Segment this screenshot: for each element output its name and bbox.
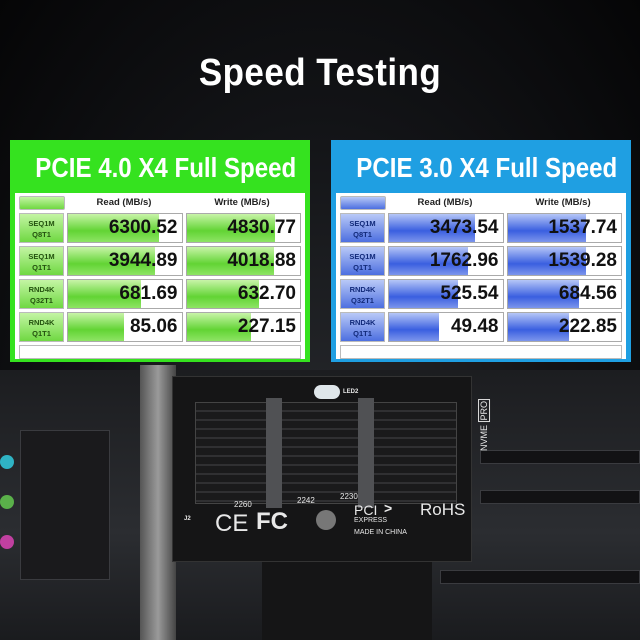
read-bar <box>68 313 124 341</box>
edge-connector <box>262 560 432 640</box>
read-bar <box>68 247 156 275</box>
read-bar <box>68 280 141 308</box>
write-value: 4018.88 <box>227 250 296 271</box>
read-bar <box>389 214 476 242</box>
table-row: SEQ1M Q1T1 1762.96 1539.28 <box>340 246 622 276</box>
read-value: 525.54 <box>440 283 499 304</box>
read-value: 681.69 <box>119 283 178 304</box>
ce-logo: CE <box>215 510 249 537</box>
results-table: Read (MB/s) Write (MB/s) SEQ1M Q8T1 3473.5… <box>336 193 626 359</box>
write-value: 4830.77 <box>227 217 296 238</box>
test-label: RND4K Q1T1 <box>19 312 64 342</box>
table-row: SEQ1M Q8T1 3473.54 1537.74 <box>340 213 622 243</box>
read-bar <box>68 214 159 242</box>
express-label: EXPRESS <box>354 517 388 524</box>
write-header: Write (MB/s) <box>214 197 270 208</box>
test-label: RND4K Q32T1 <box>19 279 64 309</box>
test-label: SEQ1M Q8T1 <box>19 213 64 243</box>
size-2230: 2230 <box>340 492 358 501</box>
capacitor <box>316 510 336 530</box>
led <box>314 385 340 399</box>
read-bar <box>389 280 459 308</box>
write-cell: 1537.74 <box>506 213 622 243</box>
heatsink-strap <box>358 398 374 508</box>
table-row: RND4K Q32T1 525.54 684.56 <box>340 279 622 309</box>
read-cell: 681.69 <box>67 279 183 309</box>
nvme-label: NVME PRO <box>478 398 491 452</box>
pci-arrow-icon: > <box>384 500 393 516</box>
pcie4-benchmark-panel: PCIE 4.0 X4 Full Speed Read (MB/s) Write … <box>10 140 310 362</box>
read-cell: 1762.96 <box>388 246 504 276</box>
read-value: 6300.52 <box>108 217 178 238</box>
table-row: SEQ1M Q8T1 6300.52 4830.77 <box>19 213 301 243</box>
table-row: SEQ1M Q1T1 3944.89 4018.88 <box>19 246 301 276</box>
write-cell: 4018.88 <box>185 246 301 276</box>
page-title: Speed Testing <box>198 52 442 94</box>
results-table: Read (MB/s) Write (MB/s) SEQ1M Q8T1 6300.5… <box>15 193 305 359</box>
write-bar <box>186 280 260 308</box>
rohs-logo: RoHS <box>420 500 466 519</box>
write-value: 632.70 <box>237 283 296 304</box>
write-cell: 227.15 <box>185 312 301 342</box>
table-row: RND4K Q1T1 85.06 227.15 <box>19 312 301 342</box>
panel-heading: PCIE 3.0 X4 Full Speed <box>356 152 618 183</box>
read-cell: 85.06 <box>67 312 183 342</box>
read-value: 85.06 <box>129 316 178 337</box>
test-label: SEQ1M Q8T1 <box>340 213 385 243</box>
read-cell: 49.48 <box>388 312 504 342</box>
test-label: RND4K Q32T1 <box>340 279 385 309</box>
read-bar <box>389 313 439 341</box>
pcie-bracket <box>140 365 176 640</box>
led-label: LED2 <box>343 389 359 395</box>
read-header: Read (MB/s) <box>96 197 152 208</box>
write-cell: 684.56 <box>506 279 622 309</box>
write-bar <box>186 247 274 275</box>
j2-label: J2 <box>184 516 191 522</box>
write-cell: 222.85 <box>506 312 622 342</box>
made-in-china: MADE IN CHINA <box>354 529 407 536</box>
write-bar <box>186 313 252 341</box>
size-2242: 2242 <box>297 496 315 505</box>
write-cell: 1539.28 <box>506 246 622 276</box>
test-label: RND4K Q1T1 <box>340 312 385 342</box>
read-cell: 525.54 <box>388 279 504 309</box>
write-bar <box>186 214 276 242</box>
read-value: 3473.54 <box>429 217 499 238</box>
panel-heading: PCIE 4.0 X4 Full Speed <box>35 152 297 183</box>
write-value: 684.56 <box>558 283 617 304</box>
read-value: 49.48 <box>450 316 499 337</box>
table-row: RND4K Q32T1 681.69 632.70 <box>19 279 301 309</box>
write-value: 1537.74 <box>548 217 617 238</box>
write-value: 1539.28 <box>548 250 617 271</box>
heatsink-strap <box>266 398 282 508</box>
write-cell: 4830.77 <box>185 213 301 243</box>
pcie3-benchmark-panel: PCIE 3.0 X4 Full Speed Read (MB/s) Write … <box>331 140 631 362</box>
read-cell: 3473.54 <box>388 213 504 243</box>
comment-row <box>340 345 622 359</box>
read-cell: 6300.52 <box>67 213 183 243</box>
write-cell: 632.70 <box>185 279 301 309</box>
write-bar <box>507 280 579 308</box>
read-cell: 3944.89 <box>67 246 183 276</box>
fc-logo: FC <box>256 508 288 535</box>
write-bar <box>507 247 586 275</box>
size-2260: 2260 <box>234 500 252 509</box>
write-bar <box>507 214 586 242</box>
read-header: Read (MB/s) <box>417 197 473 208</box>
read-value: 3944.89 <box>108 250 178 271</box>
read-bar <box>389 247 469 275</box>
test-label: SEQ1M Q1T1 <box>19 246 64 276</box>
test-label: SEQ1M Q1T1 <box>340 246 385 276</box>
heatsink <box>195 402 457 504</box>
write-value: 227.15 <box>237 316 296 337</box>
read-value: 1762.96 <box>429 250 499 271</box>
table-row: RND4K Q1T1 49.48 222.85 <box>340 312 622 342</box>
pci-logo: PCI <box>354 502 378 518</box>
write-value: 222.85 <box>558 316 617 337</box>
comment-row <box>19 345 301 359</box>
write-header: Write (MB/s) <box>535 197 591 208</box>
write-bar <box>507 313 569 341</box>
